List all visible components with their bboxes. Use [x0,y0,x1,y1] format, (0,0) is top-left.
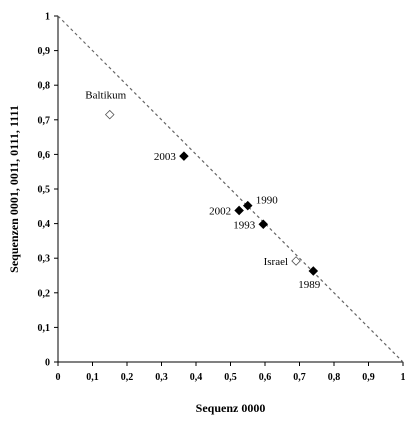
data-point-2003 [179,151,189,161]
y-tick-label: 0,1 [38,323,51,334]
x-tick-label: 0,2 [121,372,134,383]
x-tick-label: 0,9 [362,372,375,383]
y-tick-label: 0,2 [38,288,51,299]
data-point-1993 [258,219,269,230]
point-label-1990: 1990 [256,195,279,207]
point-label-1993: 1993 [233,219,256,231]
data-point-israel [291,256,301,266]
y-axis-title: Sequenzen 0001, 0011, 0111, 1111 [7,105,21,273]
axes [54,15,404,366]
data-point-1990 [242,200,253,211]
point-label-2002: 2002 [209,205,231,217]
y-tick-label: 0,8 [38,81,51,92]
x-tick-label: 0,6 [259,372,272,383]
x-tick-label: 0 [56,372,61,383]
x-tick-label: 0,1 [86,372,99,383]
y-tick-label: 0 [45,358,50,369]
data-point-1989 [308,266,319,276]
x-tick-label: 0,7 [293,372,306,383]
y-tick-label: 1 [45,12,50,23]
data-points [104,109,319,276]
x-axis-title: Sequenz 0000 [196,401,266,415]
x-tick-label: 1 [401,372,406,383]
x-tick-label: 0,3 [155,372,168,383]
tick-labels: 0 0,1 0,2 0,3 0,4 0,5 0,6 0,7 0,8 0,9 1 0 0,1 0,2 0,3 0… [38,12,406,384]
y-tick-label: 0,4 [38,219,51,230]
x-tick-label: 0,8 [328,372,341,383]
y-tick-label: 0,7 [38,115,51,126]
point-label-1989: 1989 [298,279,321,291]
reference-line-dashed [57,15,404,363]
data-point-2002 [234,205,244,216]
y-tick-label: 0,6 [38,150,51,161]
reference-line [57,15,404,363]
y-tick-label: 0,3 [38,254,51,265]
x-tick-label: 0,5 [224,372,237,383]
point-label-baltikum: Baltikum [85,90,126,102]
point-label-2003: 2003 [154,151,177,163]
data-point-baltikum [104,109,115,120]
y-tick-label: 0,5 [38,185,51,196]
x-tick-label: 0,4 [190,372,203,383]
point-label-israel: Israel [264,256,288,268]
y-tick-label: 0,9 [38,46,51,57]
